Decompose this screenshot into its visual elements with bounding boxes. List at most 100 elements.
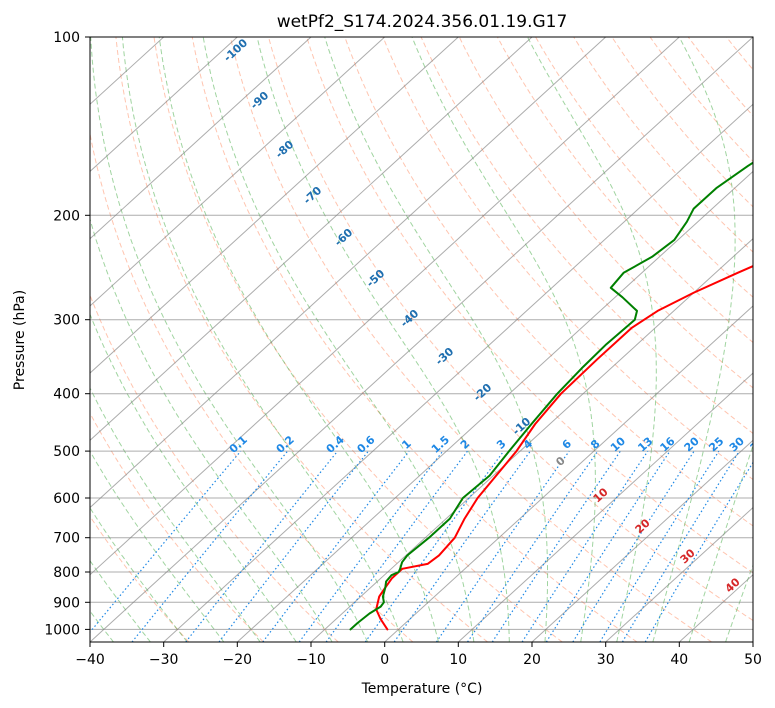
mixing-ratio-label: 36 — [748, 434, 768, 454]
plot-frame — [89, 36, 754, 643]
mixing-ratio-line — [545, 450, 671, 642]
y-tick-label: 900 — [53, 595, 80, 611]
x-tick-label: −30 — [149, 652, 179, 668]
dry-adiabat — [687, 37, 753, 117]
mixing-ratio-line — [185, 450, 339, 642]
mixing-ratio-line — [218, 450, 369, 642]
moist-adiabat — [90, 450, 225, 642]
x-tick-label: −40 — [75, 652, 105, 668]
isotherm — [90, 37, 607, 509]
isotherm — [163, 103, 753, 642]
mixing-ratio-line — [90, 450, 242, 633]
mixing-ratio-label: 6 — [560, 437, 575, 452]
isotherm — [310, 237, 753, 642]
x-tick-label: 10 — [449, 652, 467, 668]
moist-adiabat — [90, 559, 151, 642]
moist-adiabat-label: 30 — [678, 546, 698, 566]
moist-adiabat-label: -60 — [332, 226, 356, 249]
mixing-ratio-line — [621, 450, 740, 642]
isotherm — [384, 305, 753, 642]
y-tick-label: 500 — [53, 444, 80, 460]
dry-adiabat — [496, 37, 753, 344]
dry-adiabat — [611, 37, 753, 208]
x-axis: −40 −30 −20 −10 0 10 20 30 40 50 — [75, 642, 762, 668]
chart-title: wetPf2_S174.2024.356.01.19.G17 — [277, 12, 568, 32]
moist-adiabat-label: 10 — [591, 485, 611, 505]
x-tick-label: 30 — [597, 652, 615, 668]
mixing-ratio-label: 0.4 — [324, 433, 347, 456]
x-tick-label: −20 — [223, 652, 253, 668]
y-tick-label: 400 — [53, 387, 80, 403]
mixing-ratio-line — [467, 450, 599, 642]
dry-adiabat — [90, 515, 190, 642]
moist-adiabat-label: -70 — [301, 184, 325, 207]
x-tick-label: −10 — [296, 652, 326, 668]
mixing-ratio-label: 3 — [494, 437, 508, 452]
isotherm — [90, 37, 753, 642]
y-tick-label: 700 — [53, 531, 80, 547]
y-tick-label: 600 — [53, 491, 80, 507]
mixing-ratio-line — [599, 450, 720, 642]
dry-adiabat — [90, 412, 264, 642]
isotherm — [605, 506, 753, 642]
moist-adiabat-label: 40 — [723, 575, 743, 595]
moist-adiabat — [725, 563, 753, 642]
isotherm — [236, 170, 753, 642]
isotherm — [90, 37, 533, 442]
moist-adiabat — [90, 506, 188, 642]
dry-adiabat — [382, 37, 753, 481]
dry-adiabat — [726, 37, 753, 71]
y-tick-label: 100 — [53, 30, 80, 46]
x-tick-label: 50 — [744, 652, 762, 668]
dry-adiabat — [115, 37, 488, 642]
moist-adiabat — [256, 37, 510, 642]
y-axis: 100 200 300 400 500 600 700 800 900 1000 — [44, 30, 90, 638]
x-axis-label: Temperature (°C) — [361, 681, 483, 697]
moist-adiabats — [90, 37, 753, 642]
mixing-ratio-line — [298, 450, 444, 642]
mixing-ratio-lines — [90, 450, 753, 642]
dry-adiabat — [649, 37, 753, 163]
moist-adiabat — [411, 37, 596, 642]
moist-adiabat-label: -50 — [364, 267, 388, 290]
dry-adiabat — [191, 37, 638, 642]
moist-adiabat-label: -40 — [398, 307, 422, 330]
mixing-ratio-label: 2 — [458, 437, 472, 452]
mixing-ratio-line — [572, 450, 695, 642]
moist-adiabat-label: 0 — [553, 454, 568, 469]
isotherm — [457, 372, 753, 642]
moist-adiabat-label: -90 — [248, 89, 272, 112]
moist-adiabat — [202, 37, 475, 642]
moist-adiabat — [652, 37, 736, 642]
dry-adiabat — [306, 37, 753, 574]
mixing-ratio-label: 1.5 — [429, 433, 452, 456]
mixing-ratio-label: 0.2 — [274, 433, 297, 456]
moist-adiabat — [90, 37, 369, 642]
isotherm — [531, 439, 753, 642]
x-tick-label: 20 — [523, 652, 541, 668]
dry-adiabat — [90, 131, 414, 642]
mixing-ratio-label: 0.1 — [227, 433, 250, 456]
y-tick-label: 200 — [53, 208, 80, 224]
moist-adiabat — [90, 313, 297, 642]
isotherms — [90, 37, 753, 642]
dry-adiabat — [765, 37, 775, 642]
mixing-ratio-line — [364, 450, 505, 642]
dry-adiabat — [420, 37, 753, 435]
mixing-ratio-line — [521, 450, 649, 642]
isotherm — [90, 37, 312, 240]
isotherm — [90, 37, 386, 307]
mixing-ratio-label: 8 — [588, 437, 602, 452]
mixing-ratio-line — [262, 450, 410, 642]
plot-area: 0.1 0.2 0.4 0.6 1 1.5 2 3 4 6 8 10 13 16 20 25 30 36-100-… — [90, 37, 775, 642]
moist-adiabat — [121, 37, 404, 642]
y-tick-label: 800 — [53, 565, 80, 581]
temperature-profile — [375, 265, 753, 631]
mixing-ratio-label: 0.6 — [354, 433, 377, 456]
y-axis-label: Pressure (hPa) — [12, 290, 28, 390]
dry-adiabat — [229, 37, 712, 642]
dry-adiabat — [344, 37, 753, 527]
dry-adiabat — [153, 37, 563, 642]
mixing-ratio-line — [491, 450, 621, 642]
profile-series — [349, 161, 753, 631]
